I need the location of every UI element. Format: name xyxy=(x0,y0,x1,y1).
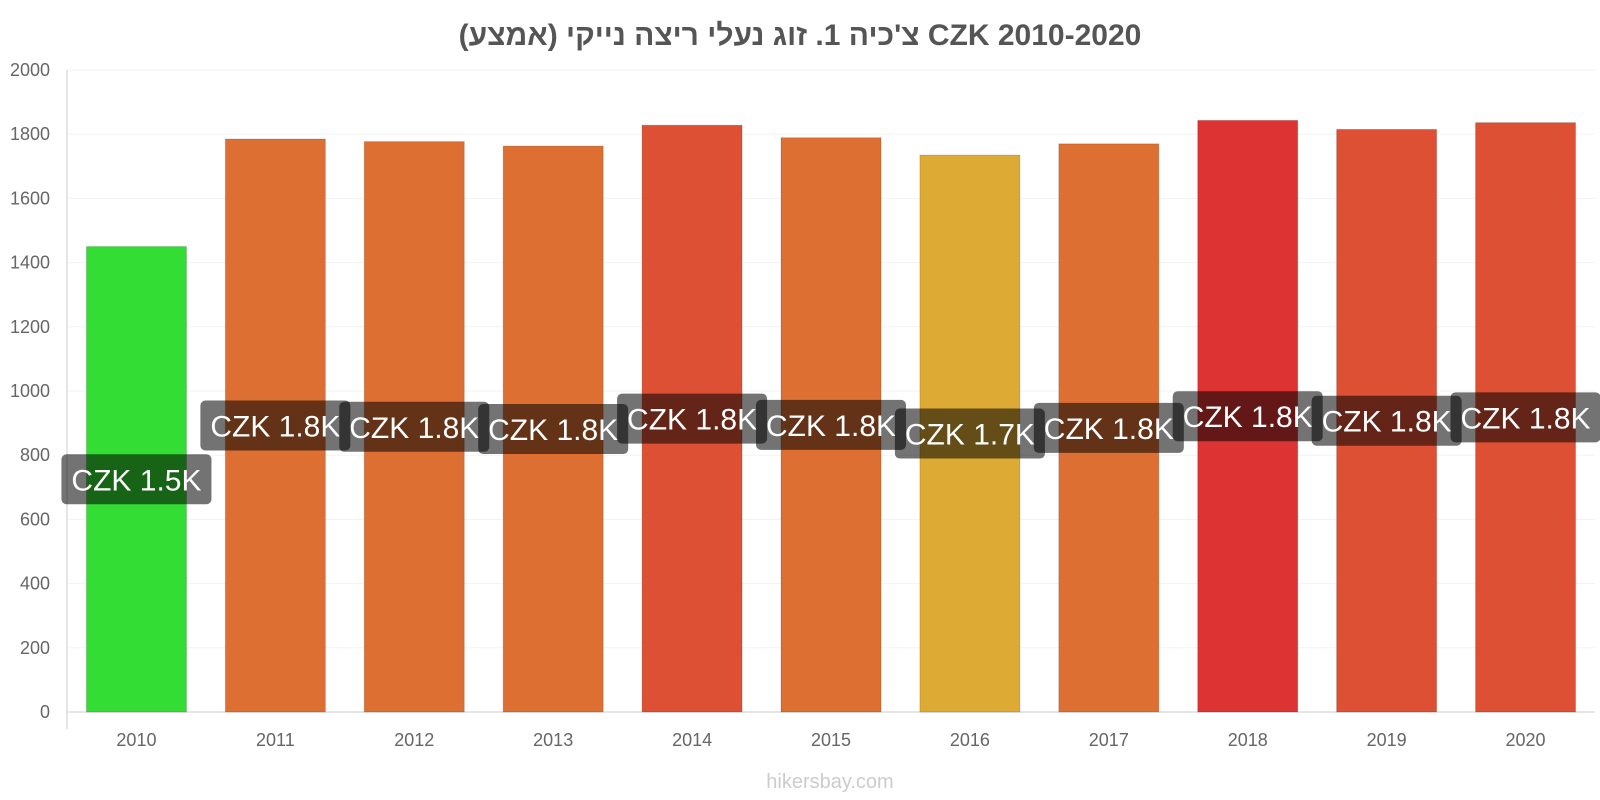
chart-title: צ'כיה 1. זוג נעלי ריצה נייקי (אמצע) CZK … xyxy=(459,19,1142,52)
data-label: CZK 1.8K xyxy=(488,414,618,447)
data-label: CZK 1.8K xyxy=(1044,413,1174,446)
data-label-box xyxy=(1033,402,1184,453)
y-tick-label: 1000 xyxy=(10,381,50,401)
y-tick-label: 0 xyxy=(40,702,50,722)
x-tick-label: 2012 xyxy=(394,730,434,750)
y-tick-label: 600 xyxy=(20,509,50,529)
data-label-box xyxy=(1311,395,1462,446)
data-label: CZK 1.8K xyxy=(349,412,479,445)
data-label: CZK 1.7K xyxy=(905,419,1035,452)
data-labels: CZK 1.5K CZK 1.8K CZK 1.8K CZK 1.8K CZK 1.8K… xyxy=(61,391,1600,505)
x-tick-label: 2018 xyxy=(1228,730,1268,750)
data-label: CZK 1.8K xyxy=(210,411,340,444)
data-label-box xyxy=(1450,392,1600,443)
x-tick-label: 2019 xyxy=(1367,730,1407,750)
y-axis-ticks: 0 200 400 600 800 1000 1200 1400 1600 1800 2000 xyxy=(10,60,50,722)
x-tick-label: 2014 xyxy=(672,730,712,750)
x-tick-label: 2016 xyxy=(950,730,990,750)
x-tick-label: 2017 xyxy=(1089,730,1129,750)
x-tick-label: 2011 xyxy=(256,730,295,750)
x-tick-label: 2020 xyxy=(1506,730,1546,750)
data-label: CZK 1.8K xyxy=(766,410,896,443)
data-label-box xyxy=(61,454,212,505)
data-label: CZK 1.8K xyxy=(1322,406,1452,439)
y-tick-label: 1600 xyxy=(10,188,50,208)
data-label-box xyxy=(1172,391,1323,442)
x-axis-ticks: 2010 2011 2012 2013 2014 2015 2016 2017 2018 2019… xyxy=(116,730,1545,750)
data-label: CZK 1.5K xyxy=(71,464,201,497)
x-tick-label: 2015 xyxy=(811,730,851,750)
x-tick-label: 2013 xyxy=(533,730,573,750)
data-label-box xyxy=(200,400,351,451)
y-tick-label: 800 xyxy=(20,445,50,465)
y-tick-label: 1200 xyxy=(10,317,50,337)
data-label-box xyxy=(478,404,629,455)
data-label: CZK 1.8K xyxy=(1183,401,1313,434)
data-label-box xyxy=(339,401,490,452)
y-tick-label: 2000 xyxy=(10,60,50,80)
data-label-box xyxy=(617,393,768,444)
data-label: CZK 1.8K xyxy=(1461,402,1591,435)
data-label-box xyxy=(756,399,906,450)
y-tick-label: 1400 xyxy=(10,253,50,273)
y-tick-label: 200 xyxy=(20,638,50,658)
source-footer: hikersbay.com xyxy=(766,771,893,793)
x-tick-label: 2010 xyxy=(116,730,156,750)
y-tick-label: 1800 xyxy=(10,124,50,144)
data-label-box xyxy=(894,408,1045,459)
data-label: CZK 1.8K xyxy=(627,404,757,437)
y-tick-label: 400 xyxy=(20,574,50,594)
